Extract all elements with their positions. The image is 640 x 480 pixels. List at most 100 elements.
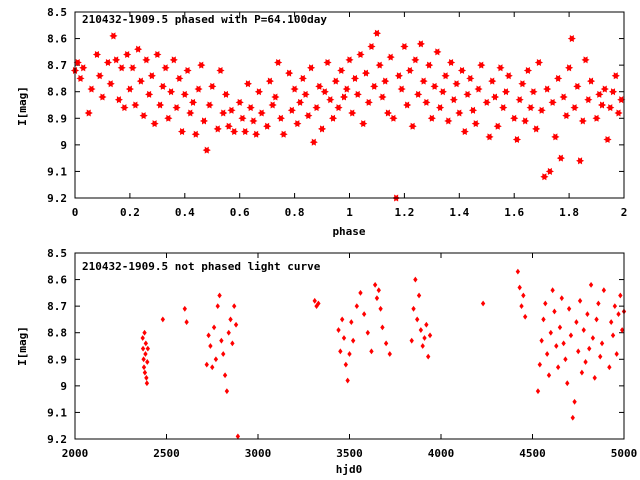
phased-data-point	[293, 120, 302, 128]
phased-data-point	[581, 56, 590, 64]
unphased-data-point	[387, 351, 392, 357]
phased-data-point	[403, 101, 412, 109]
phased-data-point	[422, 98, 431, 106]
unphased-y-tick-label: 8.5	[47, 247, 67, 260]
unphased-data-point	[537, 361, 542, 368]
unphased-y-tick-label: 9	[60, 380, 67, 393]
unphased-data-point	[217, 292, 222, 299]
phased-data-point	[114, 96, 123, 104]
phased-data-point	[595, 90, 604, 98]
unphased-light-curve-panel: 2000 2500 3000 3500 4000 4500 5000 8.5 8.6 8.7 8.8…	[16, 247, 637, 476]
phased-data-point	[477, 61, 486, 69]
phased-data-point	[287, 106, 296, 114]
unphased-data-point	[343, 361, 349, 368]
unphased-y-tick-label: 8.8	[47, 327, 67, 340]
phased-data-point	[389, 114, 398, 122]
phased-data-point	[169, 56, 178, 64]
unphased-data-point	[222, 372, 228, 379]
phased-data-point	[359, 120, 368, 128]
unphased-x-tick-label: 3000	[245, 447, 272, 460]
phased-data-point	[597, 101, 607, 109]
unphased-data-point	[596, 300, 601, 307]
phased-data-point	[249, 117, 258, 125]
phased-data-point	[227, 106, 236, 114]
phased-data-point	[567, 35, 576, 43]
unphased-data-point	[570, 414, 575, 421]
phased-y-tick-label: 9.2	[47, 192, 67, 205]
phased-data-point	[103, 58, 113, 67]
phased-data-point	[534, 58, 543, 67]
unphased-data-point	[557, 324, 563, 331]
unphased-data-point	[143, 351, 148, 357]
unphased-data-point	[206, 332, 211, 339]
unphased-data-point	[221, 351, 226, 357]
unphased-data-point	[610, 332, 616, 339]
phased-y-tick-label: 8.7	[47, 59, 67, 72]
phased-data-point	[438, 88, 447, 96]
phased-data-point	[145, 90, 154, 98]
phased-data-point	[241, 128, 250, 136]
phased-data-point	[548, 98, 557, 106]
phased-data-point	[521, 117, 530, 125]
unphased-data-point	[211, 324, 217, 331]
unphased-data-point	[607, 364, 612, 371]
phased-data-point	[526, 104, 535, 112]
unphased-data-point	[233, 321, 239, 328]
unphased-data-point	[480, 300, 486, 307]
phased-y-tick-label: 8.6	[47, 33, 67, 46]
unphased-data-point	[521, 292, 526, 299]
phased-data-point	[554, 74, 563, 82]
phased-data-point	[416, 40, 425, 48]
unphased-data-point	[548, 329, 553, 336]
phased-data-point	[309, 138, 318, 146]
unphased-data-point	[563, 356, 568, 363]
phased-data-point	[617, 96, 626, 104]
phased-data-point	[117, 64, 126, 72]
unphased-data-point	[415, 316, 420, 323]
unphased-data-point	[145, 345, 151, 352]
phased-x-tick-label: 0.8	[285, 206, 305, 219]
phased-data-point	[112, 56, 121, 64]
phased-plot-frame	[74, 11, 625, 199]
unphased-data-point	[539, 337, 544, 344]
phased-data-point	[556, 154, 565, 162]
unphased-data-point	[369, 348, 374, 355]
phased-x-axis-label: phase	[332, 225, 365, 238]
phased-data-point	[131, 101, 140, 109]
unphased-plot-frame	[74, 252, 625, 440]
unphased-data-point	[552, 308, 557, 315]
phased-data-point	[515, 96, 524, 104]
phased-data-point	[274, 58, 283, 67]
phased-data-point	[496, 64, 505, 72]
unphased-data-point	[424, 321, 429, 328]
unphased-data-point	[340, 316, 345, 323]
phased-data-point	[109, 32, 118, 40]
phased-data-point	[167, 88, 176, 96]
unphased-data-point	[336, 327, 341, 333]
unphased-data-point	[230, 340, 235, 347]
phased-data-point	[84, 109, 93, 117]
phased-x-tick-label: 1.4	[449, 206, 469, 219]
phased-data-point	[180, 90, 189, 98]
phased-x-tick-label: 2	[621, 206, 628, 219]
unphased-data-point	[378, 305, 383, 312]
phased-x-tick-label: 0.2	[120, 206, 140, 219]
unphased-data-point	[598, 353, 603, 360]
phased-data-point	[455, 109, 464, 117]
phased-data-point	[529, 88, 538, 96]
phased-data-point	[334, 104, 343, 112]
unphased-x-axis-label: hjd0	[336, 463, 363, 476]
phased-data-point	[205, 101, 214, 109]
unphased-data-point	[544, 351, 550, 357]
unphased-data-point	[409, 337, 414, 344]
phased-data-point	[576, 157, 585, 165]
unphased-data-point	[577, 297, 583, 304]
unphased-data-point	[226, 329, 231, 336]
unphased-y-axis-label: I[mag]	[16, 326, 29, 366]
phased-data-point	[224, 122, 233, 130]
phased-x-tick-label: 1.8	[559, 206, 579, 219]
unphased-data-point	[614, 351, 619, 357]
phased-data-point	[252, 130, 261, 138]
phased-data-point	[364, 98, 373, 106]
unphased-data-point	[612, 303, 618, 310]
